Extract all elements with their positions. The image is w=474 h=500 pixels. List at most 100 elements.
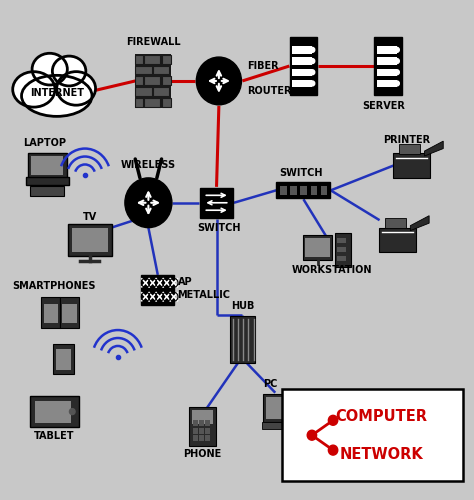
Ellipse shape <box>21 76 92 116</box>
Circle shape <box>310 81 315 86</box>
Circle shape <box>328 445 338 455</box>
Polygon shape <box>410 216 429 230</box>
FancyBboxPatch shape <box>30 186 64 196</box>
FancyBboxPatch shape <box>153 88 169 96</box>
FancyBboxPatch shape <box>206 435 210 441</box>
FancyBboxPatch shape <box>200 428 204 434</box>
FancyBboxPatch shape <box>301 186 307 195</box>
FancyBboxPatch shape <box>399 144 420 154</box>
FancyBboxPatch shape <box>377 58 397 65</box>
FancyBboxPatch shape <box>377 46 397 54</box>
Circle shape <box>196 57 241 105</box>
Text: FIBER: FIBER <box>247 61 279 71</box>
Circle shape <box>125 178 172 228</box>
FancyBboxPatch shape <box>335 234 351 266</box>
Text: TABLET: TABLET <box>34 432 75 442</box>
Circle shape <box>395 70 399 74</box>
Circle shape <box>307 430 317 440</box>
FancyBboxPatch shape <box>54 344 74 374</box>
Ellipse shape <box>13 72 55 107</box>
FancyBboxPatch shape <box>303 235 332 260</box>
Text: PC: PC <box>264 379 278 389</box>
Circle shape <box>310 58 315 64</box>
Circle shape <box>328 416 338 426</box>
FancyBboxPatch shape <box>44 304 58 323</box>
FancyBboxPatch shape <box>384 218 406 228</box>
Ellipse shape <box>52 56 86 86</box>
FancyBboxPatch shape <box>193 420 198 426</box>
Text: ROUTER: ROUTER <box>247 86 292 96</box>
FancyBboxPatch shape <box>30 396 79 427</box>
FancyBboxPatch shape <box>60 296 79 328</box>
FancyBboxPatch shape <box>276 182 330 198</box>
FancyBboxPatch shape <box>153 66 169 74</box>
FancyBboxPatch shape <box>292 58 312 65</box>
FancyBboxPatch shape <box>193 435 198 441</box>
Circle shape <box>395 48 399 52</box>
FancyBboxPatch shape <box>200 435 204 441</box>
FancyBboxPatch shape <box>379 228 416 252</box>
FancyBboxPatch shape <box>162 76 171 86</box>
Ellipse shape <box>57 72 96 105</box>
Text: AP: AP <box>178 278 192 287</box>
FancyBboxPatch shape <box>292 80 312 87</box>
FancyBboxPatch shape <box>136 76 143 86</box>
FancyBboxPatch shape <box>144 98 161 108</box>
FancyBboxPatch shape <box>337 238 346 244</box>
Text: SWITCH: SWITCH <box>197 222 241 232</box>
FancyBboxPatch shape <box>193 428 198 434</box>
Text: WORKSTATION: WORKSTATION <box>292 265 372 275</box>
Text: COMPUTER: COMPUTER <box>336 408 428 424</box>
FancyBboxPatch shape <box>305 238 330 257</box>
Circle shape <box>310 70 315 74</box>
FancyBboxPatch shape <box>200 420 204 426</box>
FancyBboxPatch shape <box>280 186 287 195</box>
FancyBboxPatch shape <box>68 224 112 256</box>
Text: SERVER: SERVER <box>362 101 405 111</box>
FancyBboxPatch shape <box>266 397 293 418</box>
Circle shape <box>310 48 315 52</box>
FancyBboxPatch shape <box>337 248 346 252</box>
FancyBboxPatch shape <box>200 188 233 218</box>
FancyBboxPatch shape <box>35 400 71 422</box>
FancyBboxPatch shape <box>320 186 327 195</box>
FancyBboxPatch shape <box>28 152 67 178</box>
Text: PRINTER: PRINTER <box>383 134 430 144</box>
FancyBboxPatch shape <box>144 54 161 64</box>
Circle shape <box>395 58 399 64</box>
FancyBboxPatch shape <box>63 304 76 323</box>
FancyBboxPatch shape <box>377 80 397 87</box>
Text: HUB: HUB <box>231 301 254 311</box>
FancyBboxPatch shape <box>292 46 312 54</box>
Text: INTERNET: INTERNET <box>30 88 84 99</box>
Text: SMARTPHONES: SMARTPHONES <box>13 282 96 292</box>
FancyBboxPatch shape <box>41 296 60 328</box>
FancyBboxPatch shape <box>290 186 297 195</box>
Text: TV: TV <box>82 212 97 222</box>
FancyBboxPatch shape <box>283 389 463 481</box>
Circle shape <box>70 408 75 414</box>
FancyBboxPatch shape <box>144 76 161 86</box>
FancyBboxPatch shape <box>374 38 401 94</box>
FancyBboxPatch shape <box>230 316 255 363</box>
FancyBboxPatch shape <box>162 98 171 108</box>
FancyBboxPatch shape <box>72 228 108 252</box>
FancyBboxPatch shape <box>262 422 298 428</box>
FancyBboxPatch shape <box>206 428 210 434</box>
FancyBboxPatch shape <box>310 186 317 195</box>
FancyBboxPatch shape <box>56 349 71 370</box>
Polygon shape <box>424 141 443 156</box>
Circle shape <box>395 81 399 86</box>
FancyBboxPatch shape <box>162 54 171 64</box>
FancyBboxPatch shape <box>136 66 152 74</box>
FancyBboxPatch shape <box>192 410 212 424</box>
Text: METALLIC: METALLIC <box>178 290 230 300</box>
FancyBboxPatch shape <box>206 420 210 426</box>
FancyBboxPatch shape <box>136 54 143 64</box>
Text: NETWORK: NETWORK <box>340 447 423 462</box>
Text: LAPTOP: LAPTOP <box>24 138 66 148</box>
FancyBboxPatch shape <box>290 38 317 94</box>
FancyBboxPatch shape <box>136 98 143 108</box>
FancyBboxPatch shape <box>31 156 64 176</box>
Ellipse shape <box>32 54 67 85</box>
